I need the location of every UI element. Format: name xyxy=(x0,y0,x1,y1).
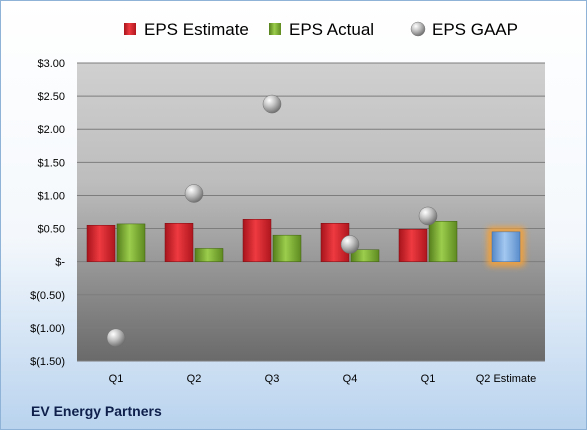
eps-gaap-marker xyxy=(418,206,438,226)
y-tick-label: $2.50 xyxy=(37,91,65,103)
eps-actual-bar xyxy=(116,223,146,262)
legend: EPS Estimate EPS Actual EPS GAAP xyxy=(124,20,518,39)
legend-label: EPS GAAP xyxy=(432,20,518,39)
plot-area xyxy=(77,63,545,361)
eps-estimate-bar xyxy=(86,224,116,262)
y-tick-label: $1.00 xyxy=(37,190,65,202)
y-tick-label: $(0.50) xyxy=(30,290,65,302)
company-name: EV Energy Partners xyxy=(31,403,162,419)
legend-swatch xyxy=(124,23,136,35)
legend-swatch xyxy=(410,21,426,37)
x-tick-label: Q3 xyxy=(265,373,280,385)
eps-actual-bar xyxy=(272,234,302,262)
x-tick-label: Q1 xyxy=(109,373,124,385)
y-tick-label: $1.50 xyxy=(37,157,65,169)
legend-label: EPS Actual xyxy=(289,20,374,39)
y-tick-label: $3.00 xyxy=(37,58,65,70)
x-tick-label: Q2 xyxy=(187,373,202,385)
eps-estimate-bar xyxy=(398,228,428,262)
eps-estimate-bar xyxy=(242,219,272,262)
x-tick-label: Q2 Estimate xyxy=(476,373,537,385)
eps-gaap-marker xyxy=(106,328,126,348)
gaap-markers xyxy=(106,94,438,348)
y-tick-label: $(1.50) xyxy=(30,356,65,368)
eps-actual-bar xyxy=(350,249,380,262)
x-axis: Q1 Q2 Q3 Q4 Q1 Q2 Estimate xyxy=(109,373,537,385)
bars xyxy=(86,219,525,267)
eps-actual-bar xyxy=(194,248,224,262)
y-axis: $3.00 $2.50 $2.00 $1.50 $1.00 $0.50 $- $(0.50) $… xyxy=(30,58,65,368)
legend-label: EPS Estimate xyxy=(144,20,249,39)
eps-gaap-marker xyxy=(184,184,204,203)
eps-actual-bar xyxy=(428,221,458,262)
x-tick-label: Q4 xyxy=(343,373,358,385)
gridlines xyxy=(77,62,545,362)
eps-gaap-marker xyxy=(340,235,360,254)
eps-gaap-marker xyxy=(262,94,282,114)
y-tick-label: $- xyxy=(55,257,65,269)
eps-estimate-bar xyxy=(164,223,194,262)
y-tick-label: $2.00 xyxy=(37,124,65,136)
y-tick-label: $0.50 xyxy=(37,224,65,236)
q2-estimate-bar xyxy=(491,231,521,262)
y-tick-label: $(1.00) xyxy=(30,323,65,335)
legend-swatch xyxy=(269,23,281,35)
x-tick-label: Q1 xyxy=(421,373,436,385)
